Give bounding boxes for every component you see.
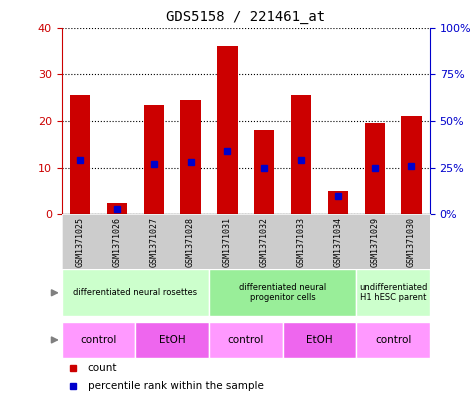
- Text: GSM1371031: GSM1371031: [223, 217, 232, 267]
- Bar: [291, 95, 311, 214]
- Bar: [70, 95, 90, 214]
- Bar: [356, 269, 430, 316]
- Bar: [283, 322, 356, 358]
- Text: GSM1371033: GSM1371033: [296, 217, 305, 267]
- Bar: [254, 130, 275, 214]
- Text: GSM1371027: GSM1371027: [149, 217, 158, 267]
- Text: GSM1371028: GSM1371028: [186, 217, 195, 267]
- Text: undifferentiated
H1 hESC parent: undifferentiated H1 hESC parent: [359, 283, 427, 303]
- Text: EtOH: EtOH: [159, 335, 186, 345]
- Title: GDS5158 / 221461_at: GDS5158 / 221461_at: [166, 10, 325, 24]
- Text: percentile rank within the sample: percentile rank within the sample: [87, 381, 264, 391]
- Bar: [62, 322, 135, 358]
- Text: count: count: [87, 363, 117, 373]
- Text: GSM1371026: GSM1371026: [113, 217, 122, 267]
- Text: GSM1371034: GSM1371034: [333, 217, 342, 267]
- Text: GSM1371025: GSM1371025: [76, 217, 85, 267]
- Text: EtOH: EtOH: [306, 335, 333, 345]
- Text: GSM1371029: GSM1371029: [370, 217, 379, 267]
- Bar: [143, 105, 164, 214]
- Bar: [135, 322, 209, 358]
- Text: differentiated neural
progenitor cells: differentiated neural progenitor cells: [239, 283, 326, 303]
- Text: control: control: [228, 335, 264, 345]
- Bar: [209, 269, 356, 316]
- Text: GSM1371032: GSM1371032: [260, 217, 269, 267]
- Bar: [356, 322, 430, 358]
- Bar: [209, 322, 283, 358]
- Bar: [364, 123, 385, 214]
- Bar: [62, 269, 209, 316]
- Text: GSM1371030: GSM1371030: [407, 217, 416, 267]
- Text: control: control: [80, 335, 117, 345]
- Bar: [107, 204, 127, 214]
- Bar: [401, 116, 422, 214]
- Text: differentiated neural rosettes: differentiated neural rosettes: [73, 288, 198, 297]
- Bar: [217, 46, 238, 214]
- Bar: [180, 100, 201, 214]
- Bar: [328, 191, 348, 214]
- Text: control: control: [375, 335, 411, 345]
